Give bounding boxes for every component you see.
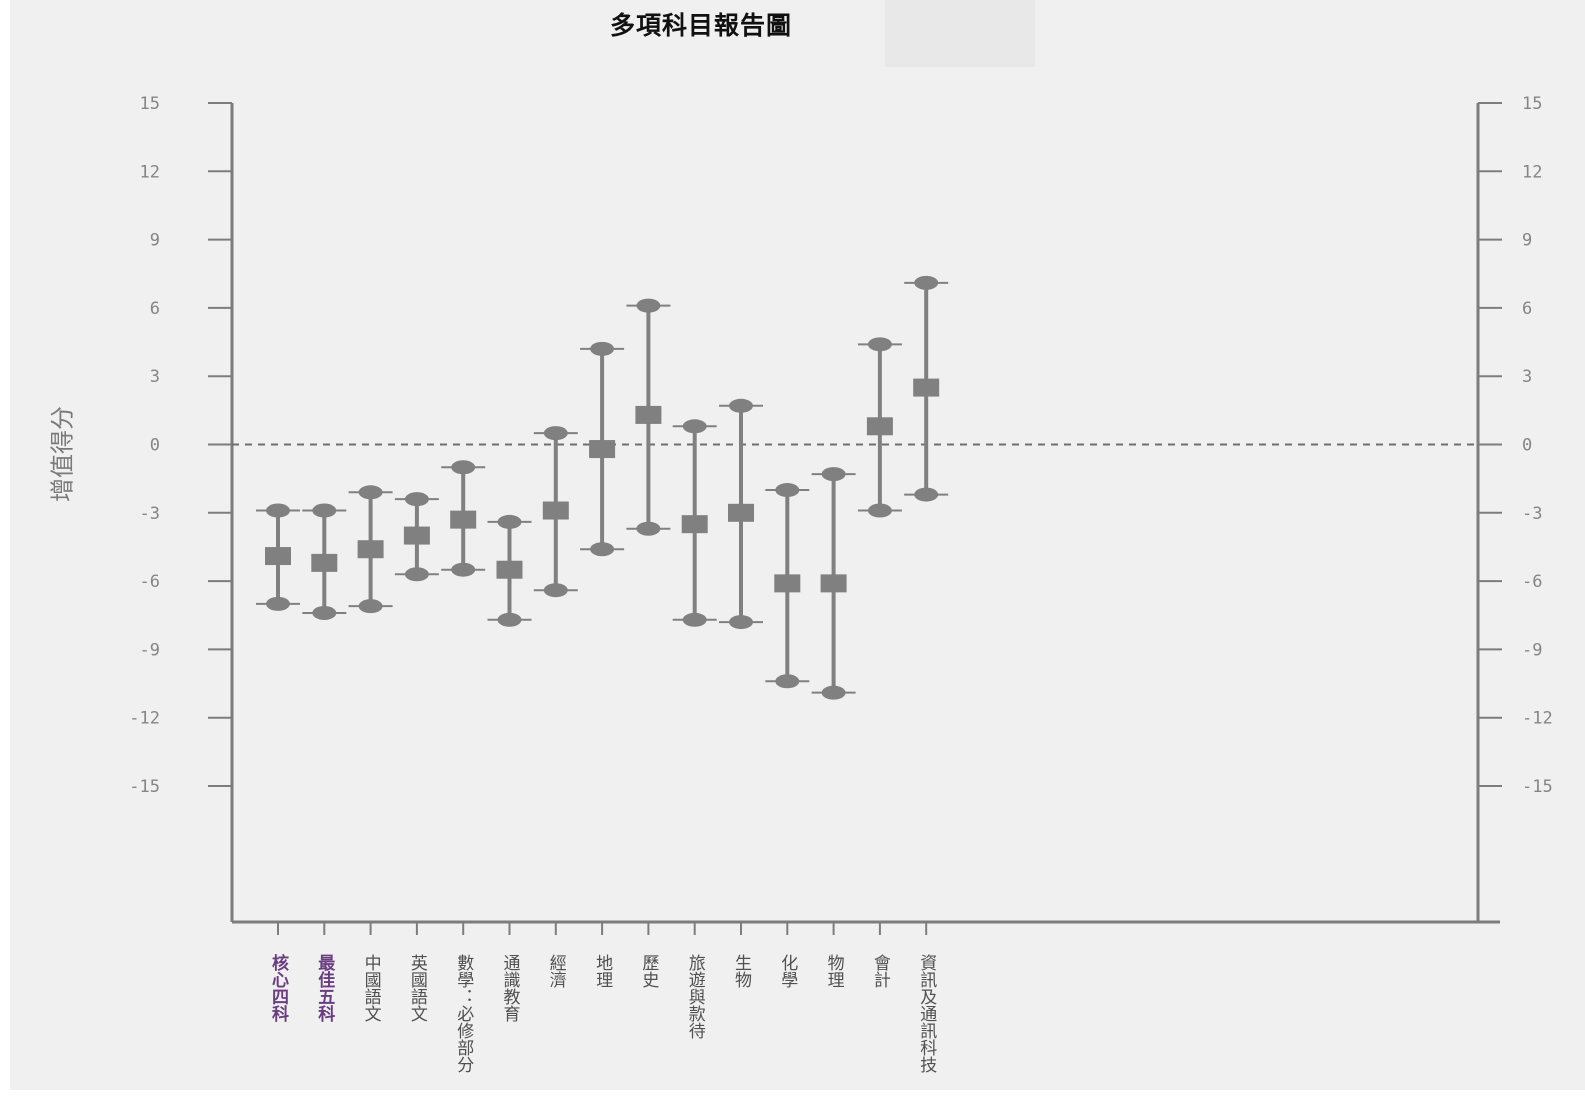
upper-bound-point xyxy=(682,419,707,434)
upper-bound-point xyxy=(775,483,800,498)
estimate-marker xyxy=(496,560,523,579)
y-tick-label-left: 9 xyxy=(150,231,160,251)
upper-bound-point xyxy=(914,275,939,290)
lower-bound-point xyxy=(312,605,337,620)
y-tick-label-right: 3 xyxy=(1522,367,1532,387)
chart-panel xyxy=(10,0,1585,1090)
legend-area xyxy=(885,0,1035,67)
y-tick-label-left: -6 xyxy=(140,572,160,592)
y-tick-label-left: 0 xyxy=(150,436,160,456)
category-label: 生物 xyxy=(731,954,752,988)
upper-bound-point xyxy=(590,341,615,356)
y-tick-label-right: 15 xyxy=(1522,94,1542,114)
y-tick-label-right: -3 xyxy=(1522,504,1542,524)
lower-bound-point xyxy=(821,685,846,700)
y-tick-label-left: -12 xyxy=(129,709,160,729)
lower-bound-point xyxy=(451,562,476,577)
upper-bound-point xyxy=(821,467,846,482)
upper-bound-point xyxy=(266,503,290,518)
y-tick-label-left: 12 xyxy=(140,162,160,182)
upper-bound-point xyxy=(636,298,661,313)
y-tick-label-left: 6 xyxy=(150,299,160,319)
category-label: 通識教育 xyxy=(500,954,521,1023)
category-label: 資訊及通訊科技 xyxy=(916,954,937,1074)
estimate-marker xyxy=(403,526,430,545)
lower-bound-point xyxy=(636,521,661,536)
category-label: 會計 xyxy=(870,954,891,988)
lower-bound-point xyxy=(682,612,707,627)
category-label: 中國語文 xyxy=(361,954,382,1022)
y-tick-label-right: 9 xyxy=(1522,231,1532,251)
category-label: 歷史 xyxy=(638,954,659,989)
lower-bound-point xyxy=(404,567,429,582)
y-tick-label-left: 15 xyxy=(140,94,160,114)
lower-bound-point xyxy=(590,542,615,557)
category-label: 數學：必修部分 xyxy=(453,954,474,1073)
estimate-marker xyxy=(913,378,940,397)
y-tick-label-right: 6 xyxy=(1522,299,1532,319)
upper-bound-point xyxy=(497,514,522,529)
y-tick-label-right: 12 xyxy=(1522,162,1542,182)
estimate-marker xyxy=(357,540,384,559)
upper-bound-point xyxy=(358,485,383,500)
category-label: 英國語文 xyxy=(407,954,428,1022)
lower-bound-point xyxy=(775,674,800,689)
upper-bound-point xyxy=(404,492,429,507)
y-tick-label-right: -9 xyxy=(1522,640,1542,660)
marks-group xyxy=(256,275,949,700)
upper-bound-point xyxy=(867,337,892,352)
lower-bound-point xyxy=(266,596,290,611)
category-label: 化學 xyxy=(777,954,798,989)
y-tick-label-right: -6 xyxy=(1522,572,1542,592)
lower-bound-point xyxy=(543,583,568,598)
category-label: 經濟 xyxy=(546,954,567,988)
labels-group: 核心四科 最佳五科 中國語文 英國語文 數學：必修部分 通識教育 經濟 地理 歷史 旅遊與款待 生物… xyxy=(268,953,937,1074)
estimate-marker xyxy=(265,547,291,566)
category-label: 最佳五科 xyxy=(314,954,335,1023)
estimate-marker xyxy=(728,503,754,522)
category-label: 旅遊與款待 xyxy=(685,954,706,1040)
upper-bound-point xyxy=(312,503,337,518)
lower-bound-point xyxy=(497,612,522,627)
estimate-marker xyxy=(681,515,708,534)
lower-bound-point xyxy=(729,615,753,630)
y-tick-label-left: 3 xyxy=(150,367,160,387)
estimate-marker xyxy=(542,501,569,520)
category-label: 物理 xyxy=(824,954,845,988)
axes-group: 15 15 12 12 9 9 6 6 3 3 0 0 -3 -3 -6 -6 -9 -9 -12 -12 -15 -15 xyxy=(129,94,1553,935)
y-tick-label-right: -15 xyxy=(1522,777,1553,797)
estimate-marker xyxy=(450,510,477,529)
chart-title: 多項科目報告圖 xyxy=(610,11,793,40)
upper-bound-point xyxy=(543,426,568,441)
category-label: 地理 xyxy=(592,954,613,988)
lower-bound-point xyxy=(867,503,892,518)
y-tick-label-left: -9 xyxy=(140,640,160,660)
y-tick-label-right: 0 xyxy=(1522,436,1532,456)
estimate-marker xyxy=(635,405,662,424)
lower-bound-point xyxy=(358,599,383,614)
estimate-marker xyxy=(311,553,338,572)
estimate-marker xyxy=(866,417,893,436)
lower-bound-point xyxy=(914,487,939,502)
estimate-marker xyxy=(820,574,847,593)
upper-bound-point xyxy=(451,460,476,475)
y-tick-label-right: -12 xyxy=(1522,709,1553,729)
y-tick-label-left: -15 xyxy=(129,777,160,797)
estimate-marker xyxy=(589,440,616,459)
y-tick-label-left: -3 xyxy=(140,504,160,524)
estimate-marker xyxy=(774,574,801,593)
category-label: 核心四科 xyxy=(268,953,289,1023)
upper-bound-point xyxy=(729,398,753,413)
